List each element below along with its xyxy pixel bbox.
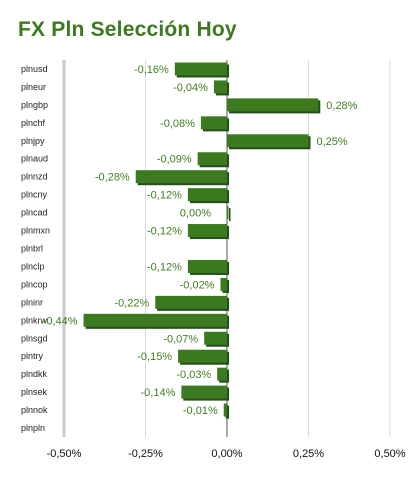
data-label: -0,03% — [176, 369, 211, 381]
bar — [204, 331, 227, 345]
category-label: plnusd — [21, 64, 48, 74]
bar — [213, 80, 227, 94]
data-label: -0,15% — [137, 351, 172, 363]
bar — [174, 62, 227, 76]
data-label: -0,44% — [43, 315, 78, 327]
bar — [178, 349, 227, 363]
bar — [181, 385, 227, 399]
bar — [197, 152, 227, 166]
category-label: plnpln — [21, 423, 45, 433]
x-tick-label: 0,50% — [374, 448, 405, 460]
category-label: plnnzd — [21, 172, 48, 182]
bar — [187, 259, 227, 273]
category-label: plnaud — [21, 154, 48, 164]
bar — [83, 313, 227, 327]
data-label: 0,00% — [180, 208, 211, 220]
category-label: plncop — [21, 279, 48, 289]
data-label: 0,28% — [326, 100, 357, 112]
x-tick-label: 0,25% — [293, 448, 324, 460]
bar — [217, 367, 227, 381]
bar — [200, 116, 227, 130]
data-label: -0,22% — [114, 297, 149, 309]
bar — [155, 295, 227, 309]
bar-shadow — [225, 405, 229, 419]
data-label: -0,12% — [147, 261, 182, 273]
data-label: -0,04% — [173, 82, 208, 94]
category-label: plnbrl — [21, 244, 43, 254]
data-label: -0,08% — [160, 118, 195, 130]
category-label: plncny — [21, 190, 48, 200]
bar — [220, 277, 227, 291]
labels-layer: -0,50% -0,25% 0,00% 0,25% 0,50% plnusd -0,16% p… — [21, 64, 406, 460]
category-label: plneur — [21, 82, 46, 92]
x-tick-label: 0,00% — [211, 448, 242, 460]
bar — [227, 98, 319, 112]
category-label: plnmxn — [21, 226, 50, 236]
bar — [223, 403, 227, 417]
bar — [135, 170, 227, 184]
category-label: plngbp — [21, 100, 48, 110]
category-label: plntry — [21, 351, 44, 361]
category-label: plnclp — [21, 261, 45, 271]
category-label: plndkk — [21, 369, 48, 379]
category-label: plnkrw — [21, 315, 48, 325]
data-label: -0,09% — [157, 154, 192, 166]
bars-layer — [83, 62, 321, 419]
bar — [187, 224, 227, 238]
data-label: 0,25% — [317, 136, 348, 148]
category-label: plnjpy — [21, 136, 45, 146]
data-label: -0,01% — [183, 405, 218, 417]
category-label: plnchf — [21, 118, 46, 128]
category-label: plnnok — [21, 405, 48, 415]
chart-title: FX Pln Selección Hoy — [18, 18, 237, 41]
category-label: plninr — [21, 297, 43, 307]
data-label: -0,14% — [141, 387, 176, 399]
data-label: -0,16% — [134, 64, 169, 76]
data-label: -0,02% — [180, 279, 215, 291]
bar — [227, 134, 309, 148]
data-label: -0,12% — [147, 190, 182, 202]
category-label: plnsgd — [21, 333, 48, 343]
x-tick-label: -0,50% — [47, 448, 82, 460]
data-label: -0,07% — [163, 333, 198, 345]
category-label: plnsek — [21, 387, 48, 397]
x-tick-label: -0,25% — [128, 448, 163, 460]
bar-shadow — [229, 208, 231, 222]
data-label: -0,12% — [147, 226, 182, 238]
bar — [227, 206, 229, 220]
category-label: plncad — [21, 208, 48, 218]
data-label: -0,28% — [95, 172, 130, 184]
bar — [187, 188, 227, 202]
